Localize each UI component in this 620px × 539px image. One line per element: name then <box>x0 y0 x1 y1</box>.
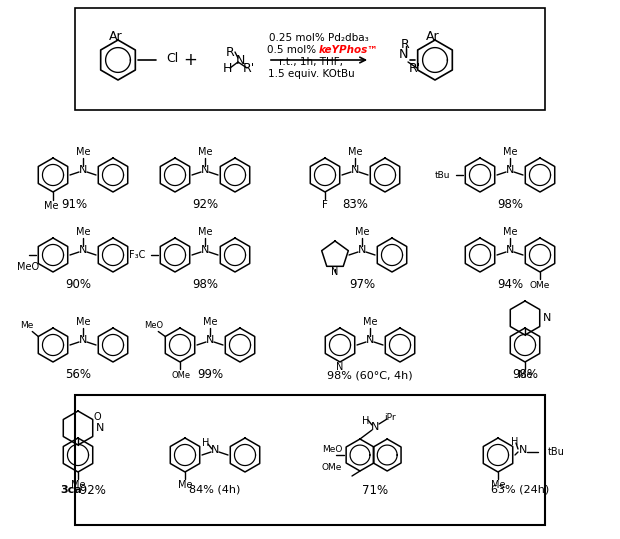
Text: Me: Me <box>503 147 517 157</box>
Text: 90%: 90% <box>65 279 91 292</box>
Text: N: N <box>206 335 214 345</box>
Text: R: R <box>226 45 234 59</box>
Text: +: + <box>183 51 197 69</box>
Text: Me: Me <box>20 321 34 330</box>
Text: H: H <box>202 438 210 448</box>
Text: 56%: 56% <box>65 369 91 382</box>
Text: 99%: 99% <box>197 369 223 382</box>
Text: 97%: 97% <box>349 279 375 292</box>
Text: N: N <box>79 165 87 175</box>
Text: Me: Me <box>348 147 362 157</box>
Text: Me: Me <box>76 317 91 327</box>
Text: N: N <box>79 335 87 345</box>
Text: N: N <box>398 47 408 60</box>
Text: keYPhos™: keYPhos™ <box>319 45 379 55</box>
Text: R: R <box>401 38 409 51</box>
Text: Me: Me <box>71 480 86 490</box>
Text: N: N <box>506 245 514 255</box>
Text: Me: Me <box>44 201 58 211</box>
Text: N: N <box>506 165 514 175</box>
Text: Me: Me <box>491 480 505 490</box>
Text: OMe: OMe <box>322 464 342 473</box>
Text: N: N <box>543 313 551 323</box>
Text: N: N <box>236 53 245 66</box>
Text: MeO: MeO <box>322 446 342 454</box>
Text: 98% (60°C, 4h): 98% (60°C, 4h) <box>327 370 413 380</box>
Text: N: N <box>79 245 87 255</box>
Text: 84% (4h): 84% (4h) <box>189 485 241 495</box>
Text: OMe: OMe <box>172 370 190 379</box>
Text: iPr: iPr <box>384 412 396 421</box>
Text: 3ca: 3ca <box>60 485 82 495</box>
Text: Me: Me <box>518 370 532 380</box>
Text: MeO: MeO <box>17 262 39 272</box>
Text: Me: Me <box>198 147 212 157</box>
Text: F₃C: F₃C <box>128 250 145 260</box>
Text: 0.25 mol% Pd₂dba₃: 0.25 mol% Pd₂dba₃ <box>269 33 369 43</box>
Text: 1.5 equiv. KOtBu: 1.5 equiv. KOtBu <box>268 69 355 79</box>
Text: N: N <box>366 335 374 345</box>
Text: 94%: 94% <box>497 279 523 292</box>
Bar <box>75 395 545 525</box>
Text: N: N <box>336 362 343 372</box>
Text: Me: Me <box>363 317 377 327</box>
Text: 92%: 92% <box>192 198 218 211</box>
Text: N: N <box>331 267 339 277</box>
Text: N: N <box>351 165 359 175</box>
Text: 92%: 92% <box>76 483 106 496</box>
Text: 91%: 91% <box>61 198 87 211</box>
Text: N: N <box>519 445 527 455</box>
Text: H: H <box>512 437 519 447</box>
Text: R': R' <box>409 61 421 74</box>
Text: 63% (24h): 63% (24h) <box>491 485 549 495</box>
Text: tBu: tBu <box>435 170 450 179</box>
Text: F: F <box>322 200 328 210</box>
Text: N: N <box>358 245 366 255</box>
Text: tBu: tBu <box>548 447 565 457</box>
Text: 71%: 71% <box>362 483 388 496</box>
Text: MeO: MeO <box>144 321 163 330</box>
Text: Ar: Ar <box>109 30 123 43</box>
Text: H: H <box>362 416 370 426</box>
Text: N: N <box>211 445 219 455</box>
Text: H: H <box>223 61 232 74</box>
Text: 0.5 mol%: 0.5 mol% <box>267 45 319 55</box>
Text: 98%: 98% <box>512 369 538 382</box>
Text: Me: Me <box>76 147 91 157</box>
Text: Ar: Ar <box>426 30 440 43</box>
Text: Me: Me <box>76 227 91 237</box>
Text: 98%: 98% <box>192 279 218 292</box>
Text: Me: Me <box>503 227 517 237</box>
Text: N: N <box>96 423 104 433</box>
Text: 98%: 98% <box>497 198 523 211</box>
Text: Cl: Cl <box>166 52 179 65</box>
Text: Me: Me <box>203 317 217 327</box>
Text: N: N <box>201 245 209 255</box>
Text: Me: Me <box>178 480 192 490</box>
Text: Me: Me <box>355 227 370 237</box>
Text: Me: Me <box>198 227 212 237</box>
Text: 83%: 83% <box>342 198 368 211</box>
Text: O: O <box>94 412 101 422</box>
Text: OMe: OMe <box>530 280 550 289</box>
Text: N: N <box>201 165 209 175</box>
Text: R': R' <box>243 61 255 74</box>
Text: N: N <box>371 422 379 432</box>
Text: r.t., 1h, THF,: r.t., 1h, THF, <box>279 57 343 67</box>
